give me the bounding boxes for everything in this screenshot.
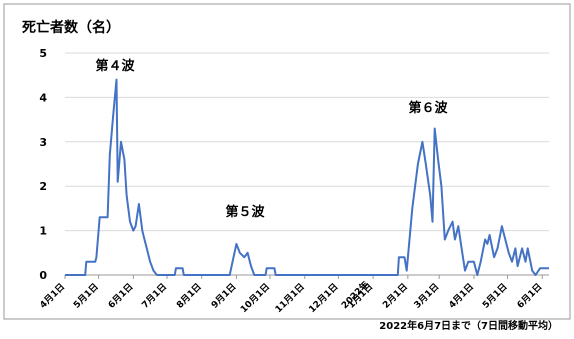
chart-frame	[3, 3, 571, 320]
footnote: 2022年6月7日まで（7日間移動平均）	[379, 319, 558, 332]
annotation: 第５波	[225, 204, 265, 220]
annotation: 第４波	[95, 58, 135, 74]
y-tick-label: 4	[39, 91, 47, 104]
chart-title: 死亡者数（名）	[21, 19, 120, 36]
line	[65, 78, 549, 276]
y-tick-label: 0	[39, 269, 47, 282]
y-tick-label: 1	[39, 225, 47, 238]
y-tick-label: 2	[39, 180, 47, 193]
y-tick-label: 5	[39, 47, 47, 60]
annotation: 第６波	[408, 100, 448, 116]
y-tick-label: 3	[39, 136, 47, 149]
